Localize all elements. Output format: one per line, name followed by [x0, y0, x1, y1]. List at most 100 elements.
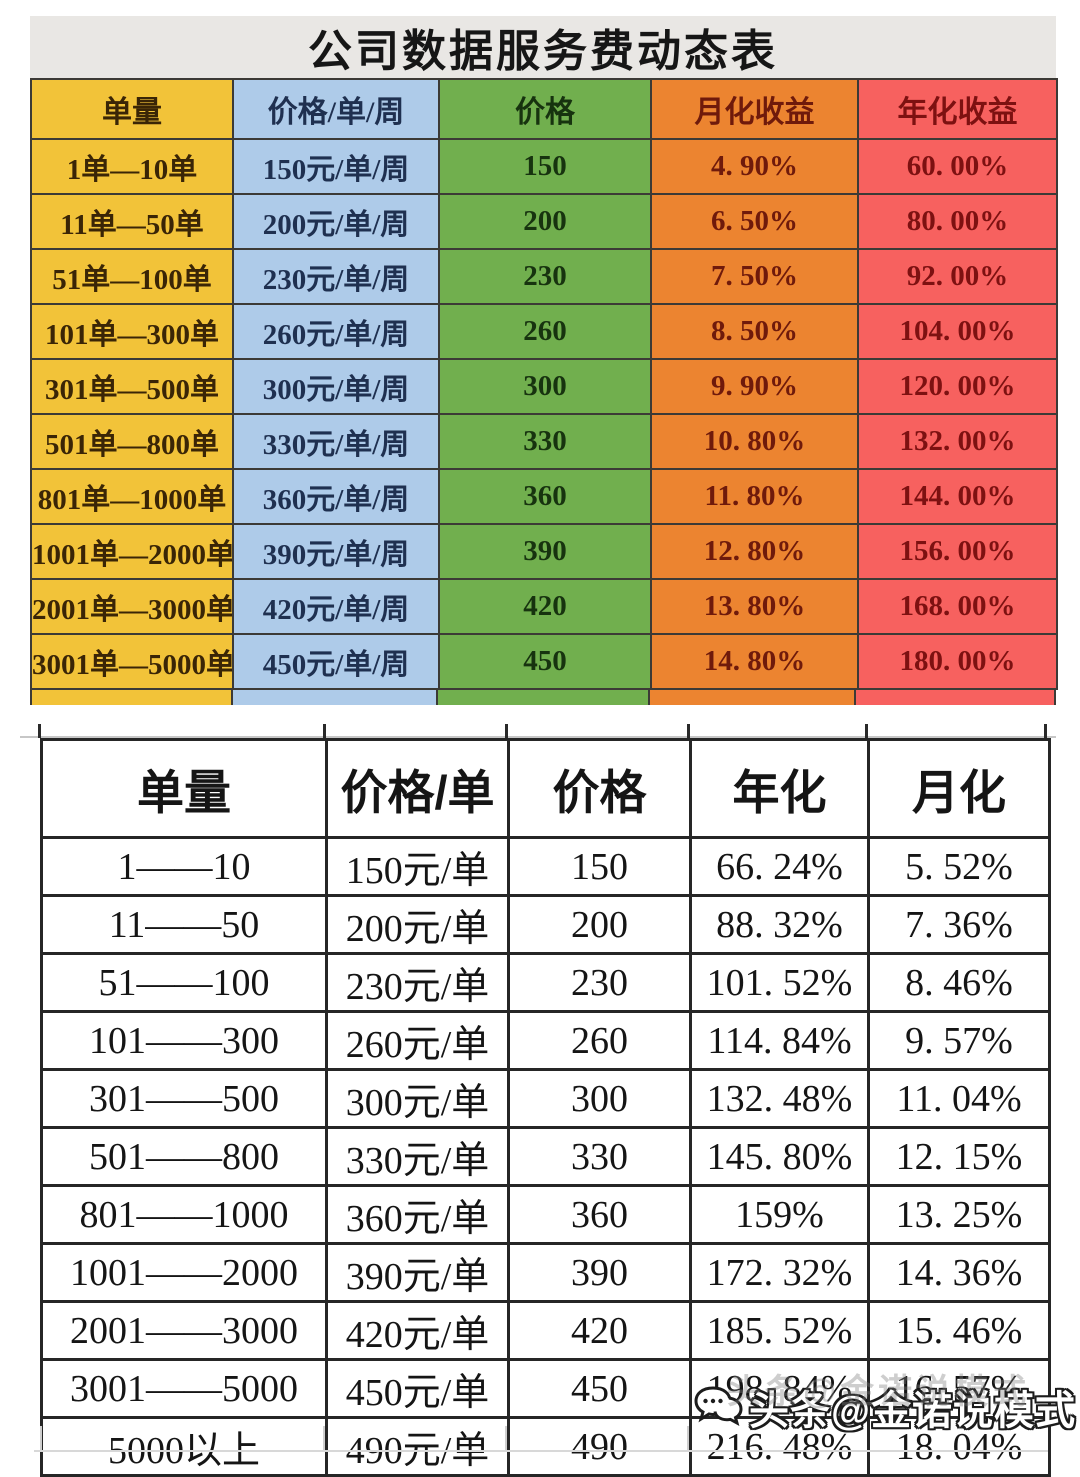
table-cell: 13. 25% [867, 1184, 1051, 1245]
table-cell: 14. 80% [650, 633, 859, 690]
table-row: 1单—10单 150元/单/周 150 4. 90% 60. 00% [30, 138, 1058, 195]
sliver-cell [436, 690, 648, 705]
table-cell: 420 [438, 578, 652, 635]
table-row: 3001——5000 450元/单 450 198. 84% 16. 57% [40, 1358, 1051, 1419]
gridline-stubs-top [20, 724, 1056, 738]
table-cell: 3001——5000 [40, 1358, 328, 1419]
table-cell: 330 [438, 413, 652, 470]
table-cell: 300元/单 [325, 1068, 510, 1129]
watermark-ghost-text: 头条@金诺说模式 [726, 1373, 1031, 1411]
table-cell: 390元/单 [325, 1242, 510, 1303]
table-row: 501——800 330元/单 330 145. 80% 12. 15% [40, 1126, 1051, 1187]
top-col-header-monthly-return: 月化收益 [650, 78, 859, 140]
table-row: 1——10 150元/单 150 66. 24% 5. 52% [40, 836, 1051, 897]
table-row: 301——500 300元/单 300 132. 48% 11. 04% [40, 1068, 1051, 1129]
table-cell: 150元/单 [325, 836, 510, 897]
top-col-header-quantity: 单量 [30, 78, 234, 140]
table-cell: 5000以上 [40, 1416, 328, 1477]
table-cell: 101. 52% [689, 952, 870, 1013]
table-cell: 150 [507, 836, 692, 897]
table-cell: 200 [507, 894, 692, 955]
grid-stub [865, 724, 868, 738]
table-cell: 390 [507, 1242, 692, 1303]
table-cell: 156. 00% [857, 523, 1058, 580]
table-row: 11——50 200元/单 200 88. 32% 7. 36% [40, 894, 1051, 955]
table-cell: 450元/单 [325, 1358, 510, 1419]
grid-stub [505, 724, 508, 738]
table-cell: 801单—1000单 [30, 468, 234, 525]
table-cell: 101——300 [40, 1010, 328, 1071]
table-cell: 230 [507, 952, 692, 1013]
table-cell: 168. 00% [857, 578, 1058, 635]
grid-stub [687, 724, 690, 738]
table-cell: 420元/单/周 [232, 578, 440, 635]
dynamic-fee-table: 单量 价格/单/周 价格 月化收益 年化收益 1单—10单 150元/单/周 150… [30, 78, 1058, 690]
table-cell: 2001单—3000单 [30, 578, 234, 635]
table-row: 11单—50单 200元/单/周 200 6. 50% 80. 00% [30, 193, 1058, 250]
table-cell: 360元/单 [325, 1184, 510, 1245]
table-cell: 330 [507, 1126, 692, 1187]
table-cell: 420元/单 [325, 1300, 510, 1361]
table-cell: 260元/单/周 [232, 303, 440, 360]
chat-bubbles-icon [694, 1386, 743, 1427]
table-cell: 360 [507, 1184, 692, 1245]
table-row: 801——1000 360元/单 360 159% 13. 25% [40, 1184, 1051, 1245]
sliver-cell [231, 690, 437, 705]
grid-stub [38, 724, 41, 738]
table-cell: 185. 52% [689, 1300, 870, 1361]
table-cell: 9. 57% [867, 1010, 1051, 1071]
table-cell: 11——50 [40, 894, 328, 955]
bottom-col-header-monthly-return: 月化 [867, 738, 1051, 839]
table-row: 51——100 230元/单 230 101. 52% 8. 46% [40, 952, 1051, 1013]
table-cell: 104. 00% [857, 303, 1058, 360]
page: 公司数据服务费动态表 单量 价格/单/周 价格 月化收益 年化收益 1单—10单… [0, 16, 1080, 1477]
table-cell: 12. 15% [867, 1126, 1051, 1187]
table-row: 51单—100单 230元/单/周 230 7. 50% 92. 00% [30, 248, 1058, 305]
table-cell: 450 [438, 633, 652, 690]
sliver-cell [32, 690, 232, 705]
table-cell: 390元/单/周 [232, 523, 440, 580]
table-cell: 9. 90% [650, 358, 859, 415]
table-cell: 4. 90% [650, 138, 859, 195]
table-cell: 450 [507, 1358, 692, 1419]
table-cell: 200元/单 [325, 894, 510, 955]
table-cell: 13. 80% [650, 578, 859, 635]
grid-stub [323, 724, 326, 738]
table-cell: 230 [438, 248, 652, 305]
top-col-header-annual-return: 年化收益 [857, 78, 1058, 140]
table-cell: 301单—500单 [30, 358, 234, 415]
table-cell: 159% [689, 1184, 870, 1245]
sliver-cell [647, 690, 854, 705]
table-cell: 8. 46% [867, 952, 1051, 1013]
gridline [323, 1426, 325, 1450]
table-cell: 150元/单/周 [232, 138, 440, 195]
bottom-col-header-annual-return: 年化 [689, 738, 870, 839]
table-cell: 145. 80% [689, 1126, 870, 1187]
table-cell: 15. 46% [867, 1300, 1051, 1361]
table-cell: 60. 00% [857, 138, 1058, 195]
table-cell: 66. 24% [689, 836, 870, 897]
table-cell: 501单—800单 [30, 413, 234, 470]
table-cell: 120. 00% [857, 358, 1058, 415]
table-row: 101单—300单 260元/单/周 260 8. 50% 104. 00% [30, 303, 1058, 360]
table-cell: 260元/单 [325, 1010, 510, 1071]
table-cell: 301——500 [40, 1068, 328, 1129]
table-cell: 330元/单 [325, 1126, 510, 1187]
table-cell: 260 [438, 303, 652, 360]
gridline [40, 1426, 42, 1450]
table-cell: 16. 57% [867, 1358, 1051, 1419]
table-cell: 420 [507, 1300, 692, 1361]
top-col-header-price-per-order-week: 价格/单/周 [232, 78, 440, 140]
table-cell: 300元/单/周 [232, 358, 440, 415]
table-cell: 501——800 [40, 1126, 328, 1187]
table-row: 301单—500单 300元/单/周 300 9. 90% 120. 00% [30, 358, 1058, 415]
gridline [505, 1426, 507, 1450]
table-cell: 360 [438, 468, 652, 525]
cropped-row-sliver [30, 690, 1056, 705]
table-cell: 200 [438, 193, 652, 250]
table-cell: 1单—10单 [30, 138, 234, 195]
table-cell: 7. 36% [867, 894, 1051, 955]
table-cell: 150 [438, 138, 652, 195]
table-cell: 132. 48% [689, 1068, 870, 1129]
page-title: 公司数据服务费动态表 [30, 16, 1056, 78]
